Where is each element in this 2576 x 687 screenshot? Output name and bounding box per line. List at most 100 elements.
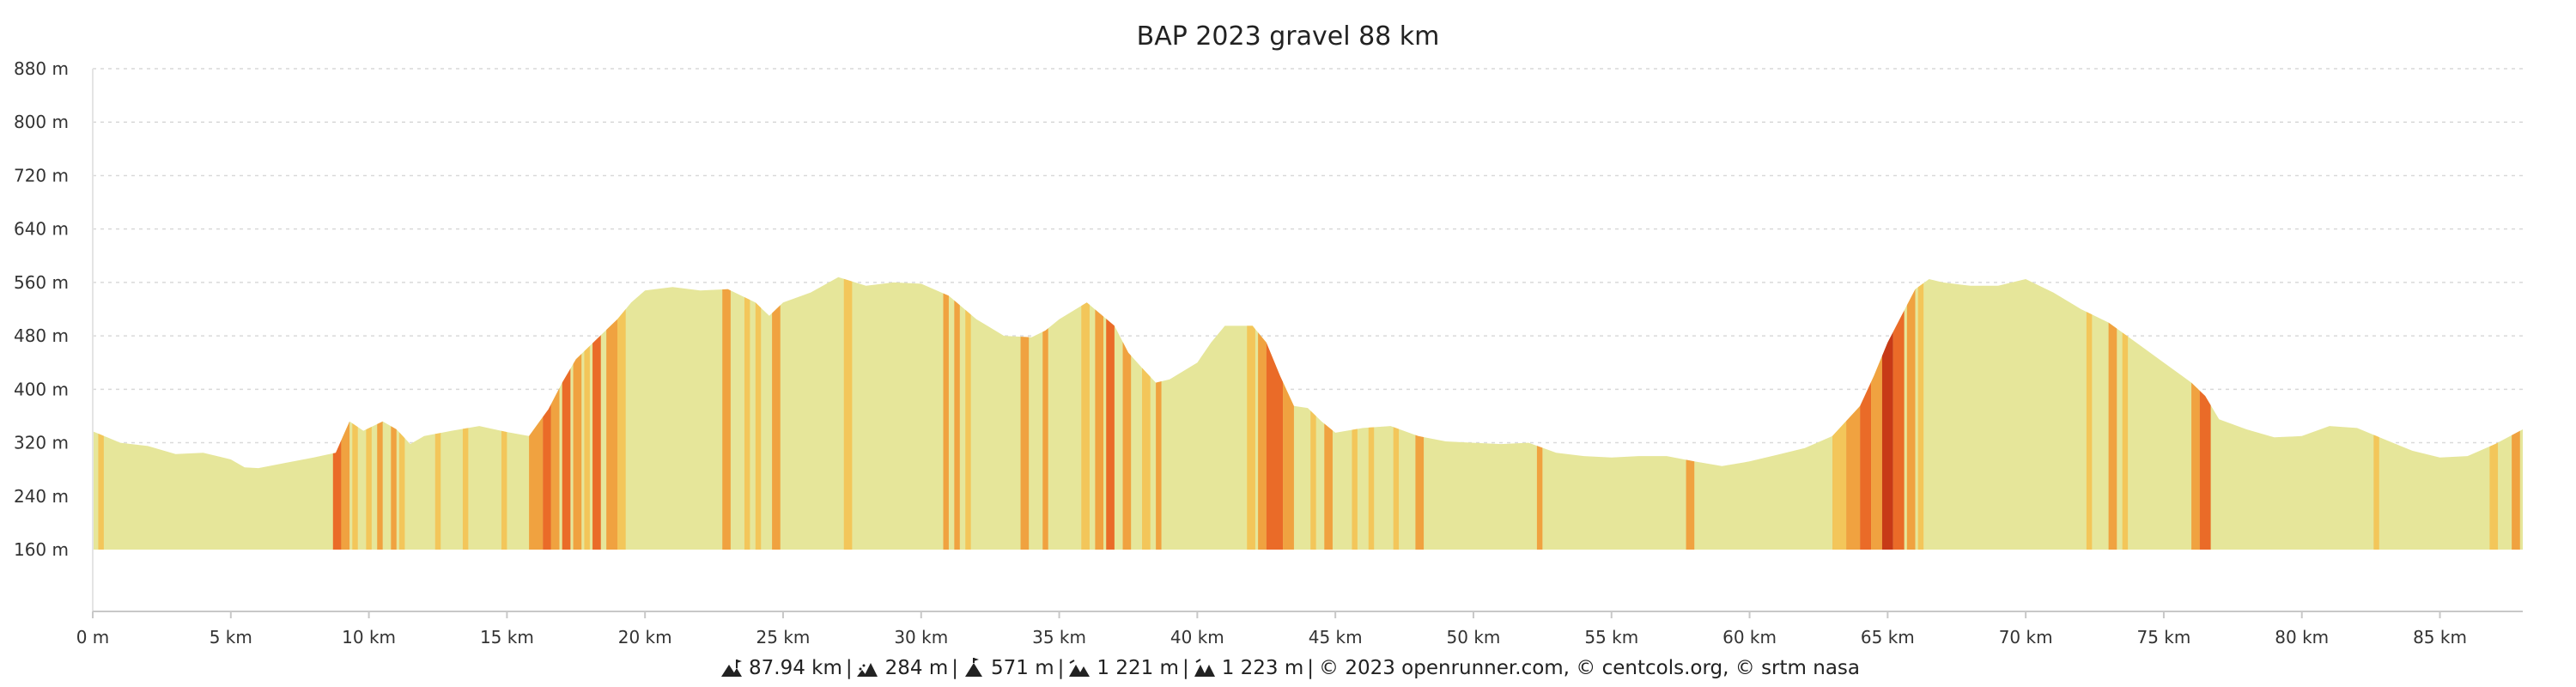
slope-band <box>2199 277 2211 550</box>
slope-band <box>1081 277 1090 550</box>
slope-band <box>1860 277 1872 550</box>
elevation-chart: BAP 2023 gravel 88 km 160 m 240 m 320 m 400… <box>14 21 2523 647</box>
total-elevation-icon <box>1194 659 1215 677</box>
x-tick-label: 5 km <box>210 627 252 647</box>
slope-band <box>1247 277 1255 550</box>
descent-icon <box>1069 660 1091 677</box>
slope-band <box>1368 277 1375 550</box>
stat4-value: 1 223 m <box>1221 657 1304 679</box>
y-tick-label: 160 m <box>14 539 69 560</box>
x-tick-label: 30 km <box>894 627 948 647</box>
y-tick-label: 320 m <box>14 433 69 453</box>
max-altitude-icon <box>965 658 983 677</box>
x-tick-label: 15 km <box>480 627 534 647</box>
x-tick-label: 35 km <box>1032 627 1086 647</box>
slope-band <box>1846 277 1861 550</box>
slope-band <box>1893 277 1905 550</box>
slope-band <box>1106 277 1115 550</box>
x-tick-label: 80 km <box>2275 627 2329 647</box>
slope-band <box>2086 277 2093 550</box>
x-tick-label: 65 km <box>1861 627 1915 647</box>
x-tick-label: 60 km <box>1722 627 1777 647</box>
slope-band <box>2373 277 2379 550</box>
slope-band <box>1352 277 1358 550</box>
slope-band <box>2191 277 2200 550</box>
elevation-area <box>93 277 2523 550</box>
slope-band <box>843 277 853 550</box>
slope-band <box>1283 277 1294 550</box>
y-tick-label: 560 m <box>14 272 69 293</box>
slope-band <box>573 277 582 550</box>
max-altitude-value: 571 m <box>991 657 1054 679</box>
slope-band <box>2122 277 2129 550</box>
slope-band <box>543 277 551 550</box>
slope-band <box>529 277 544 550</box>
chart-title: BAP 2023 gravel 88 km <box>1137 21 1440 52</box>
slope-band <box>1142 277 1151 550</box>
slope-band <box>462 277 469 550</box>
slope-band <box>1042 277 1048 550</box>
slope-band <box>722 277 731 550</box>
x-tick-label: 45 km <box>1309 627 1363 647</box>
x-tick-label: 25 km <box>756 627 811 647</box>
x-tick-label: 55 km <box>1584 627 1638 647</box>
slope-band <box>1393 277 1400 550</box>
slope-band <box>352 277 358 550</box>
slope-band <box>366 277 372 550</box>
slope-band <box>744 277 750 550</box>
slope-band <box>1871 277 1882 550</box>
slope-band <box>592 277 601 550</box>
slope-band <box>584 277 590 550</box>
slope-band <box>1122 277 1132 550</box>
slope-band <box>2512 277 2520 550</box>
slope-band <box>391 277 397 550</box>
slope-band <box>1536 277 1543 550</box>
slope-band <box>965 277 971 550</box>
x-axis-labels: 0 m 5 km 10 km 15 km 20 km 25 km 30 km 35 km 40 … <box>76 611 2467 647</box>
x-tick-label: 20 km <box>618 627 672 647</box>
y-tick-label: 480 m <box>14 325 69 346</box>
y-tick-label: 880 m <box>14 58 69 79</box>
x-tick-label: 40 km <box>1170 627 1224 647</box>
slope-band <box>1881 277 1893 550</box>
slope-band <box>332 277 342 550</box>
x-tick-label: 85 km <box>2413 627 2467 647</box>
slope-band <box>954 277 960 550</box>
slope-band <box>1310 277 1316 550</box>
slope-band <box>562 277 571 550</box>
slope-band <box>341 277 350 550</box>
slope-band <box>2489 277 2499 550</box>
slope-band <box>2108 277 2117 550</box>
slope-band <box>617 277 626 550</box>
y-tick-label: 720 m <box>14 165 69 185</box>
x-tick-label: 50 km <box>1447 627 1501 647</box>
slope-band <box>755 277 762 550</box>
y-tick-label: 800 m <box>14 112 69 132</box>
slope-band <box>1258 277 1267 550</box>
slope-band <box>772 277 781 550</box>
slope-band <box>1832 277 1847 550</box>
slope-band <box>1324 277 1333 550</box>
y-tick-label: 400 m <box>14 379 69 399</box>
y-tick-label: 240 m <box>14 486 69 507</box>
ascent-value: 284 m <box>884 657 949 679</box>
slope-band <box>1095 277 1104 550</box>
x-tick-label: 0 m <box>76 627 110 647</box>
route-summary: 87.94 km | 284 m | 571 m | 1 221 m | 1 223 m… <box>0 651 2576 685</box>
slope-band <box>606 277 618 550</box>
ascent-icon <box>856 663 878 677</box>
slope-band <box>1266 277 1284 550</box>
slope-band <box>501 277 507 550</box>
credits-text: © 2023 openrunner.com, © centcols.org, ©… <box>1319 657 1860 679</box>
slope-band <box>398 277 405 550</box>
slope-band <box>1917 277 1924 550</box>
x-tick-label: 10 km <box>342 627 396 647</box>
distance-value: 87.94 km <box>749 657 842 679</box>
slope-band <box>434 277 441 550</box>
x-tick-label: 75 km <box>2136 627 2190 647</box>
distance-icon <box>721 660 742 677</box>
slope-band <box>1156 277 1162 550</box>
stat3-value: 1 221 m <box>1097 657 1179 679</box>
slope-band <box>550 277 560 550</box>
y-tick-label: 640 m <box>14 219 69 240</box>
